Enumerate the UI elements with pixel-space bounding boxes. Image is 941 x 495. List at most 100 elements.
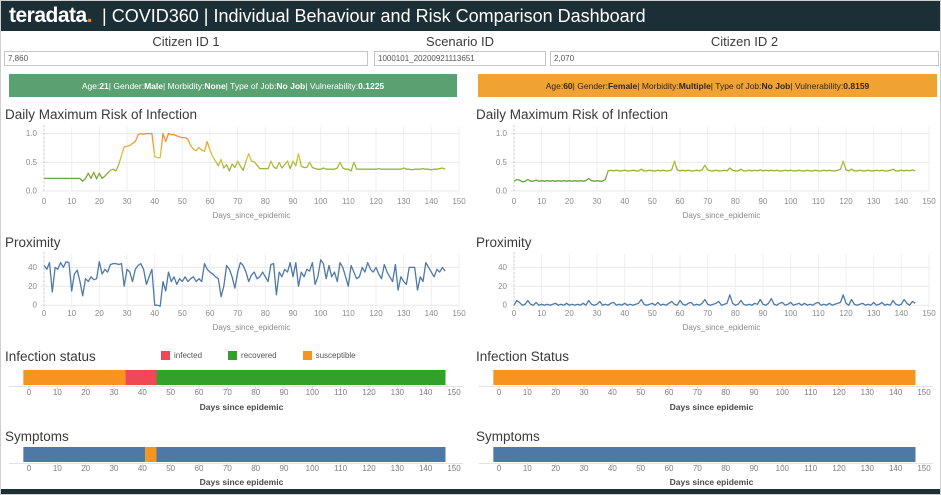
svg-text:40: 40 xyxy=(620,309,629,318)
svg-text:0.0: 0.0 xyxy=(496,187,508,196)
symptoms-chart-right[interactable]: 0 10 20 30 40 50 60 70 80 90 100 110 120 130 140 150 Day… xyxy=(471,444,937,494)
svg-text:30: 30 xyxy=(110,388,119,397)
svg-text:110: 110 xyxy=(812,309,825,318)
risk-chart-right[interactable]: 0.0 0.5 1.0 0 10 20 30 40 50 60 70 80 90 100 110 120 130… xyxy=(471,121,937,223)
infection-status-chart-left[interactable]: 0 10 20 30 40 50 60 70 80 90 100 110 120 130 140 150 Day… xyxy=(1,366,467,416)
svg-text:90: 90 xyxy=(289,197,298,206)
svg-text:40: 40 xyxy=(28,263,37,272)
svg-text:20: 20 xyxy=(551,388,560,397)
svg-text:0: 0 xyxy=(27,388,32,397)
svg-text:1.0: 1.0 xyxy=(26,129,38,138)
svg-text:40: 40 xyxy=(138,464,147,473)
svg-text:100: 100 xyxy=(306,388,320,397)
svg-text:120: 120 xyxy=(362,388,376,397)
svg-text:90: 90 xyxy=(280,464,289,473)
svg-text:50: 50 xyxy=(648,309,657,318)
svg-text:110: 110 xyxy=(804,464,817,473)
svg-text:110: 110 xyxy=(804,388,817,397)
risk-chart-left[interactable]: 0.0 0.5 1.0 0 10 20 30 40 50 60 70 80 90 100 110 120 130… xyxy=(1,121,467,223)
scenario-input[interactable] xyxy=(374,51,546,66)
symptoms-chart-left[interactable]: 0 10 20 30 40 50 60 70 80 90 100 110 120 130 140 150 Day… xyxy=(1,444,467,494)
citizen2-profile-banner: Age: 60 | Gender: Female | Morbidity: Mu… xyxy=(478,74,937,97)
svg-text:70: 70 xyxy=(693,388,702,397)
proximity-chart-right[interactable]: 0 20 40 0 10 20 30 40 50 60 70 80 90 100 110 120 130 140 1… xyxy=(471,248,937,344)
citizen1-label: Citizen ID 1 xyxy=(152,34,220,49)
svg-text:110: 110 xyxy=(812,197,825,206)
legend-item-recovered[interactable]: recovered xyxy=(228,351,277,360)
svg-text:60: 60 xyxy=(206,197,215,206)
proximity-chart-left[interactable]: 0 20 40 0 10 20 30 40 50 60 70 80 90 100 110 120 130 140 1… xyxy=(1,248,467,344)
svg-text:140: 140 xyxy=(895,197,909,206)
svg-text:30: 30 xyxy=(123,309,132,318)
svg-text:0: 0 xyxy=(27,464,32,473)
svg-text:Days since epidemic: Days since epidemic xyxy=(670,477,754,487)
svg-text:Days_since_epidemic: Days_since_epidemic xyxy=(683,323,761,332)
svg-text:100: 100 xyxy=(306,464,320,473)
svg-text:30: 30 xyxy=(593,309,602,318)
svg-text:50: 50 xyxy=(636,388,645,397)
recovered-swatch-icon xyxy=(228,351,238,360)
svg-text:140: 140 xyxy=(889,388,903,397)
svg-text:40: 40 xyxy=(498,263,507,272)
svg-text:140: 140 xyxy=(889,464,903,473)
svg-text:120: 120 xyxy=(369,309,383,318)
svg-text:150: 150 xyxy=(922,197,936,206)
svg-text:10: 10 xyxy=(53,388,62,397)
citizen2-label: Citizen ID 2 xyxy=(710,34,779,49)
svg-text:40: 40 xyxy=(608,388,617,397)
svg-text:100: 100 xyxy=(776,464,790,473)
svg-text:50: 50 xyxy=(648,197,657,206)
bottom-bar xyxy=(1,489,940,494)
svg-text:130: 130 xyxy=(397,197,411,206)
legend-item-infected[interactable]: infected xyxy=(161,351,202,360)
infection-status-legend: infected recovered susceptible xyxy=(161,351,356,360)
svg-text:90: 90 xyxy=(750,388,759,397)
svg-text:0.5: 0.5 xyxy=(26,158,38,167)
svg-text:70: 70 xyxy=(703,309,712,318)
proximity-chart-title-left: Proximity xyxy=(5,235,61,250)
svg-text:130: 130 xyxy=(391,464,405,473)
svg-text:80: 80 xyxy=(721,388,730,397)
svg-text:40: 40 xyxy=(138,388,147,397)
infection-status-title-left: Infection status xyxy=(5,349,96,364)
legend-item-susceptible[interactable]: susceptible xyxy=(302,351,356,360)
svg-text:120: 120 xyxy=(362,464,376,473)
svg-text:40: 40 xyxy=(620,197,629,206)
svg-text:20: 20 xyxy=(95,197,104,206)
logo-dot: . xyxy=(86,4,93,27)
svg-text:90: 90 xyxy=(750,464,759,473)
profile-value: 0.1225 xyxy=(358,80,385,91)
svg-text:150: 150 xyxy=(447,464,461,473)
svg-text:90: 90 xyxy=(280,388,289,397)
svg-text:90: 90 xyxy=(759,309,768,318)
svg-text:Days since epidemic: Days since epidemic xyxy=(670,402,754,412)
svg-text:60: 60 xyxy=(676,309,685,318)
risk-chart-title-right: Daily Maximum Risk of Infection xyxy=(476,107,669,122)
profile-value: No Job xyxy=(761,80,791,91)
svg-text:50: 50 xyxy=(636,464,645,473)
svg-text:30: 30 xyxy=(110,464,119,473)
citizen1-input[interactable] xyxy=(4,51,368,66)
svg-text:110: 110 xyxy=(334,388,347,397)
svg-text:120: 120 xyxy=(839,309,853,318)
svg-text:80: 80 xyxy=(261,197,270,206)
scenario-label: Scenario ID xyxy=(426,34,494,49)
svg-text:90: 90 xyxy=(289,309,298,318)
svg-text:30: 30 xyxy=(580,388,589,397)
citizen2-input[interactable] xyxy=(550,51,939,66)
infection-status-chart-right[interactable]: 0 10 20 30 40 50 60 70 80 90 100 110 120 130 140 150 Day… xyxy=(471,366,937,416)
svg-text:10: 10 xyxy=(67,197,76,206)
svg-text:70: 70 xyxy=(693,464,702,473)
profile-value: 0.8159 xyxy=(843,80,870,91)
svg-text:70: 70 xyxy=(223,388,232,397)
svg-text:Days_since_epidemic: Days_since_epidemic xyxy=(213,323,291,332)
dashboard-title: | COVID360 | Individual Behaviour and Ri… xyxy=(102,5,646,26)
svg-text:30: 30 xyxy=(593,197,602,206)
svg-text:10: 10 xyxy=(53,464,62,473)
svg-text:Days_since_epidemic: Days_since_epidemic xyxy=(213,211,291,220)
svg-text:Days since epidemic: Days since epidemic xyxy=(200,477,284,487)
svg-text:80: 80 xyxy=(251,388,260,397)
svg-text:0: 0 xyxy=(497,464,502,473)
symptoms-title-right: Symptoms xyxy=(476,429,540,444)
svg-text:60: 60 xyxy=(195,464,204,473)
